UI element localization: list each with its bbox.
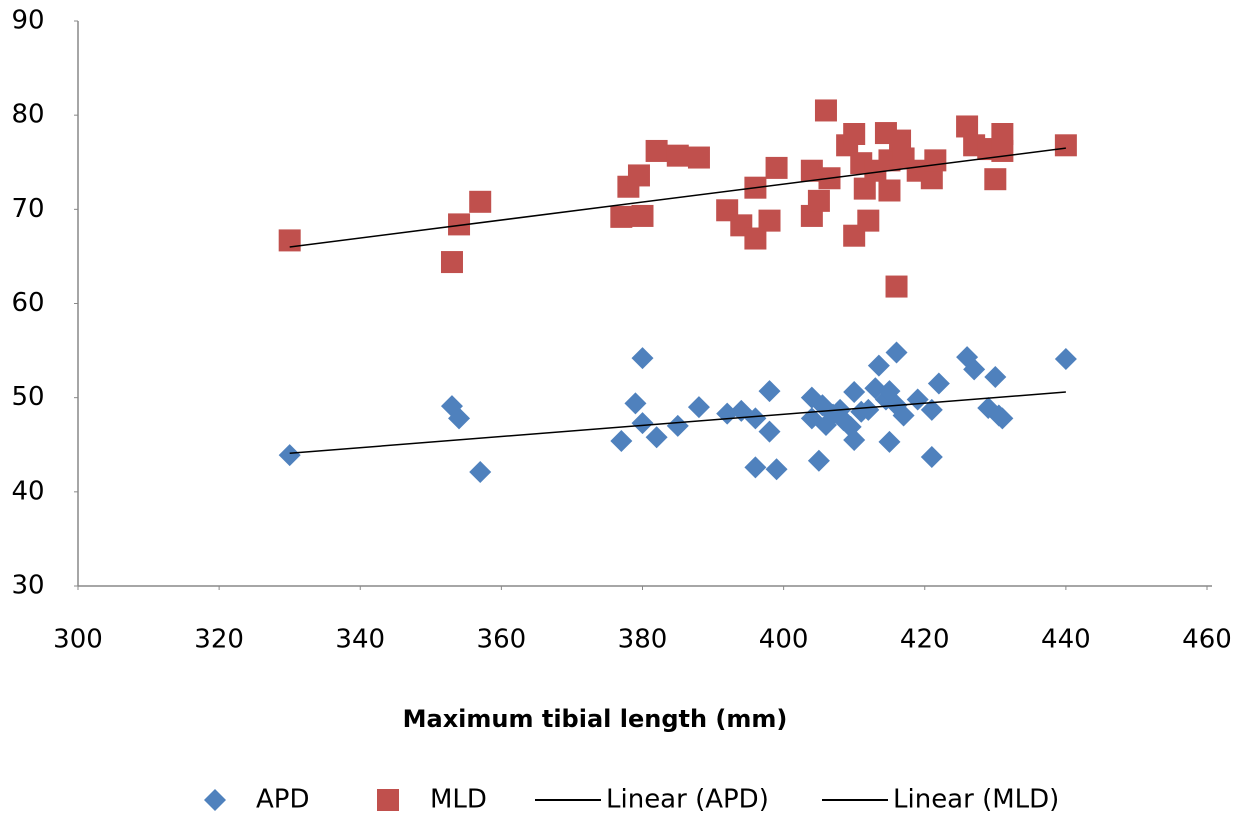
square-point: [448, 213, 471, 236]
diamond-point: [687, 396, 710, 419]
y-tick-label: 90: [11, 6, 44, 36]
square-point: [800, 159, 823, 182]
square-point: [1054, 134, 1077, 157]
square-point: [469, 190, 492, 213]
x-tick-label: 320: [194, 625, 244, 655]
diamond-point: [278, 444, 301, 467]
diamond-point: [920, 445, 943, 468]
square-point: [758, 209, 781, 232]
square-point: [744, 227, 767, 250]
square-point: [984, 168, 1007, 191]
x-axis-title: Maximum tibial length (mm): [403, 705, 788, 733]
diamond-point: [744, 407, 767, 430]
y-tick-label: 80: [11, 100, 44, 130]
diamond-point: [892, 404, 915, 427]
diamond-point: [878, 430, 901, 453]
diamond-point: [906, 388, 929, 411]
square-point: [924, 149, 947, 172]
legend-label: Linear (MLD): [893, 785, 1059, 815]
square-point: [920, 167, 943, 190]
legend-marker: [204, 789, 226, 811]
x-tick-label: 400: [759, 625, 809, 655]
y-tick-label: 70: [11, 194, 44, 224]
diamond-point: [857, 398, 880, 421]
diamond-point: [1054, 348, 1077, 371]
square-point: [278, 229, 301, 252]
square-point: [687, 146, 710, 169]
x-tick-label: 340: [335, 625, 385, 655]
square-point: [889, 129, 912, 152]
square-point: [645, 139, 668, 162]
x-tick-label: 420: [900, 625, 950, 655]
diamond-point: [963, 358, 986, 381]
square-point: [440, 251, 463, 274]
diamond-point: [448, 407, 471, 430]
diamond-point: [631, 412, 654, 435]
diamond-point: [867, 354, 890, 377]
diamond-point: [758, 420, 781, 443]
diamond-point: [927, 372, 950, 395]
square-point: [631, 204, 654, 227]
legend-label: APD: [256, 785, 310, 815]
y-tick-label: 60: [11, 288, 44, 318]
diamond-point: [469, 461, 492, 484]
diamond-point: [758, 380, 781, 403]
y-tick-label: 30: [11, 571, 44, 601]
square-point: [627, 164, 650, 187]
square-point: [878, 179, 901, 202]
square-point: [666, 144, 689, 167]
x-tick-label: 440: [1041, 625, 1091, 655]
diamond-point: [885, 341, 908, 364]
y-tick-label: 50: [11, 382, 44, 412]
y-tick-label: 40: [11, 476, 44, 506]
legend-marker: [377, 789, 399, 811]
x-tick-label: 300: [53, 625, 103, 655]
square-point: [814, 99, 837, 122]
diamond-point: [765, 458, 788, 481]
legend-label: Linear (APD): [606, 785, 769, 815]
diamond-point: [624, 392, 647, 415]
diamond-point: [920, 398, 943, 421]
diamond-point: [991, 407, 1014, 430]
diamond-point: [807, 449, 830, 472]
square-point: [765, 156, 788, 179]
square-point: [956, 115, 979, 138]
diamond-point: [645, 426, 668, 449]
square-point: [853, 177, 876, 200]
square-point: [857, 209, 880, 232]
x-tick-label: 460: [1182, 625, 1232, 655]
trend-line: [289, 391, 1066, 454]
diamond-point: [744, 456, 767, 479]
diamond-point: [610, 429, 633, 452]
square-point: [991, 123, 1014, 145]
x-tick-label: 380: [618, 625, 668, 655]
diamond-point: [631, 347, 654, 370]
legend-label: MLD: [430, 785, 487, 815]
square-point: [807, 189, 830, 212]
square-point: [843, 123, 866, 145]
diamond-point: [666, 414, 689, 437]
square-point: [610, 205, 633, 228]
square-point: [885, 275, 908, 298]
x-tick-label: 360: [477, 625, 527, 655]
trend-line: [289, 147, 1066, 248]
diamond-point: [843, 381, 866, 404]
diamond-point: [843, 429, 866, 452]
diamond-point: [984, 365, 1007, 388]
